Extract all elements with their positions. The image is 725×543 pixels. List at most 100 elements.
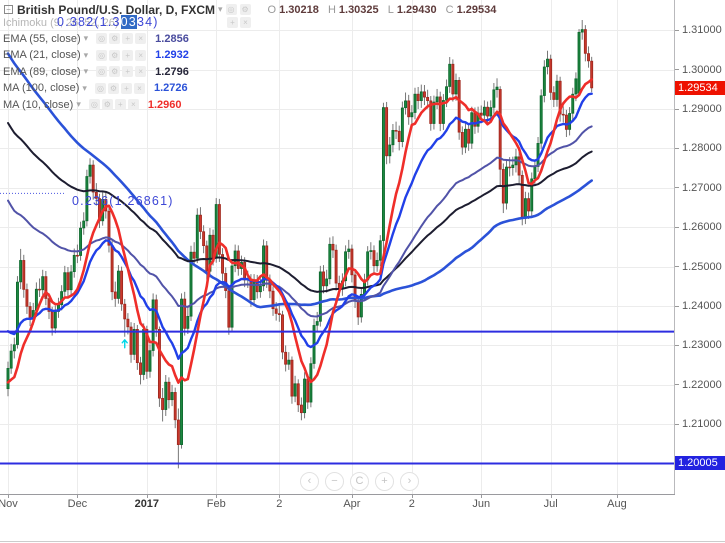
add-icon[interactable]: +: [114, 99, 126, 110]
price-tick: [675, 305, 679, 307]
add-icon[interactable]: +: [120, 82, 132, 94]
time-tick: [550, 494, 552, 498]
page-bottom-border: [0, 541, 725, 542]
time-tick-label: 2: [276, 498, 283, 510]
reset-chart-button[interactable]: C: [350, 472, 369, 491]
legend-row-ma-10-close-[interactable]: MA (10, close) ▾ ◎ ⚙ + × 1.2960: [3, 97, 182, 112]
price-tick: [675, 384, 679, 386]
price-tick-label: 1.21000: [682, 418, 722, 431]
close-icon[interactable]: ×: [135, 33, 147, 44]
current-price-label: 1.29534: [675, 81, 725, 95]
visibility-icon[interactable]: ◎: [225, 4, 237, 15]
time-tick: [351, 494, 353, 498]
visibility-icon[interactable]: ◎: [94, 82, 106, 94]
price-tick-label: 1.27000: [682, 181, 722, 194]
visibility-icon[interactable]: ◎: [96, 66, 108, 77]
visibility-icon[interactable]: ◎: [88, 99, 100, 110]
price-tick-label: 1.22000: [682, 378, 722, 391]
settings-gear-icon[interactable]: ⚙: [107, 82, 119, 94]
ichimoku-label: Ichimoku (9, 26, 52, 26): [3, 16, 119, 29]
time-tick: [481, 494, 483, 498]
fib-0382-highlight: 03: [120, 15, 137, 29]
price-tick-label: 1.31000: [682, 24, 722, 37]
settings-gear-icon[interactable]: ⚙: [109, 33, 121, 44]
time-tick: [77, 494, 79, 498]
indicator-label: EMA (89, close): [3, 65, 81, 78]
chevron-down-icon[interactable]: ▾: [83, 33, 89, 43]
indicator-row-buttons: ◎ ⚙ + ×: [88, 99, 141, 110]
indicator-row-buttons: ◎ ⚙ + ×: [96, 66, 148, 77]
high-label: H: [327, 3, 336, 16]
visibility-icon[interactable]: ◎: [96, 49, 108, 61]
indicator-value: 1.2932: [155, 49, 189, 61]
legend-row-ema-21-close-[interactable]: EMA (21, close) ▾ ◎ ⚙ + × 1.2932: [3, 48, 189, 63]
chart-nav-controls: ‹ − C + ›: [300, 472, 425, 491]
time-tick-label: 2017: [134, 498, 160, 510]
price-tick-label: 1.26000: [682, 221, 722, 234]
low-value: 1.29430: [396, 3, 437, 16]
add-icon[interactable]: +: [122, 49, 134, 61]
collapse-panel-icon[interactable]: −: [4, 5, 13, 14]
chevron-down-icon[interactable]: ▾: [218, 4, 223, 14]
close-value: 1.29534: [456, 3, 497, 16]
chart-plot-area[interactable]: − British Pound/U.S. Dollar, D, FXCM ▾ ◎…: [0, 0, 674, 494]
price-tick: [675, 187, 679, 189]
close-icon[interactable]: ×: [127, 99, 139, 110]
fib-level-0382-label[interactable]: 0.382(1.30334): [57, 15, 159, 29]
price-tick: [675, 108, 679, 110]
time-tick-label: Nov: [0, 498, 18, 510]
time-tick: [411, 494, 413, 498]
indicator-row-buttons: ◎ ⚙ + ×: [94, 82, 147, 94]
zoom-in-button[interactable]: +: [375, 472, 394, 491]
chevron-down-icon[interactable]: ▾: [83, 66, 89, 76]
time-tick: [616, 494, 618, 498]
price-axis[interactable]: 1.31000 1.30000 1.29000 1.28000 1.27000 1.260…: [674, 0, 725, 494]
low-label: L: [387, 3, 394, 16]
level-price-label: 1.20005: [675, 456, 725, 471]
ichimoku-row-buttons: + ×: [227, 17, 253, 28]
open-value: 1.30218: [279, 3, 319, 16]
nav-left-button[interactable]: ‹: [300, 472, 319, 491]
legend-row-ichimoku[interactable]: Ichimoku (9, 26, 52, 26): [3, 15, 119, 30]
close-icon[interactable]: ×: [240, 17, 251, 28]
indicator-value: 1.2856: [155, 32, 189, 45]
legend-row-ma-100-close-[interactable]: MA (100, close) ▾ ◎ ⚙ + × 1.2726: [3, 81, 188, 96]
close-icon[interactable]: ×: [135, 49, 147, 61]
time-tick: [279, 494, 281, 498]
settings-gear-icon[interactable]: ⚙: [239, 4, 251, 15]
zoom-out-button[interactable]: −: [325, 472, 344, 491]
chevron-down-icon[interactable]: ▾: [76, 99, 81, 109]
chevron-down-icon[interactable]: ▾: [83, 49, 89, 60]
fib-level-0236-label[interactable]: 0.236(1.26861): [72, 194, 174, 208]
add-icon[interactable]: +: [122, 33, 134, 44]
chevron-down-icon[interactable]: ▾: [82, 82, 87, 93]
indicator-label: MA (10, close): [3, 98, 74, 111]
price-tick: [675, 423, 679, 425]
nav-right-button[interactable]: ›: [400, 472, 419, 491]
time-tick-label: Jun: [472, 498, 491, 510]
close-icon[interactable]: ×: [135, 66, 147, 77]
settings-gear-icon[interactable]: ⚙: [101, 99, 113, 110]
price-tick: [675, 29, 679, 31]
close-icon[interactable]: ×: [133, 82, 145, 94]
candlestick-chart-canvas[interactable]: [0, 0, 674, 494]
time-tick-label: Apr: [343, 498, 361, 510]
price-tick-label: 1.23000: [682, 339, 722, 352]
time-tick: [146, 494, 148, 498]
time-axis-line: [0, 494, 675, 495]
visibility-icon[interactable]: ◎: [96, 33, 108, 44]
add-icon[interactable]: +: [122, 66, 134, 77]
legend-row-ema-89-close-[interactable]: EMA (89, close) ▾ ◎ ⚙ + × 1.2796: [3, 64, 189, 79]
price-tick: [675, 147, 679, 149]
time-axis[interactable]: Nov Dec 2017 Feb 2 Apr 2 Jun Jul Aug: [0, 494, 725, 516]
time-tick-label: Jul: [543, 498, 558, 510]
add-icon[interactable]: +: [227, 17, 238, 28]
legend-row-ema-55-close-[interactable]: EMA (55, close) ▾ ◎ ⚙ + × 1.2856: [3, 31, 189, 46]
symbol-title[interactable]: British Pound/U.S. Dollar, D, FXCM: [17, 2, 216, 17]
indicator-label: EMA (21, close): [3, 49, 81, 61]
settings-gear-icon[interactable]: ⚙: [109, 49, 121, 61]
settings-gear-icon[interactable]: ⚙: [109, 66, 121, 77]
indicator-value: 1.2960: [147, 98, 182, 111]
fib-0382-tail: 34): [136, 15, 159, 29]
